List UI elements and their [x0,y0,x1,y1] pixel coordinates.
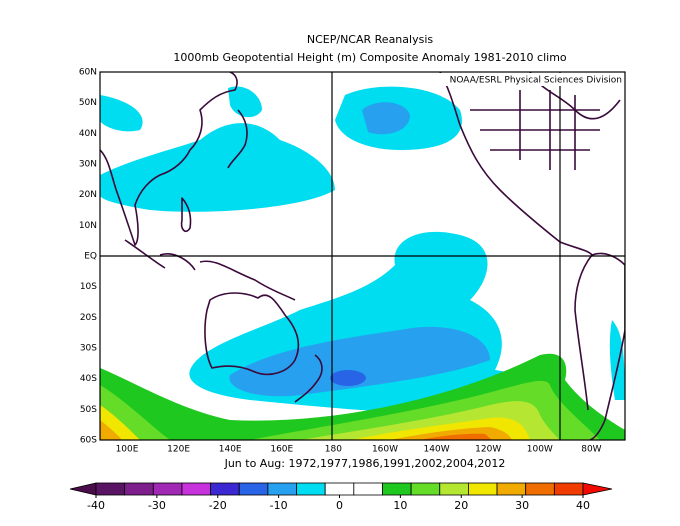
lat-label: 60S [80,436,97,446]
colorbar-segment [553,482,584,496]
colorbar-segment [267,482,297,496]
colorbar-tick-label: -40 [87,499,105,512]
colorbar-segment [525,482,555,496]
lon-labels: 100E 120E 140E 160E 180 160W 140W 120W 100W 80W [116,445,602,455]
lat-label: 10N [79,221,97,231]
colorbar-segment [353,482,383,496]
colorbar-segment [124,482,154,496]
lat-label: 40N [79,129,97,139]
colorbar-tick-label: 20 [454,499,468,512]
colorbar-segment [238,482,269,496]
lon-label: 160W [372,445,398,455]
colorbar-arrow [69,482,97,496]
lon-label: 180 [325,445,342,455]
colorbar-tick-label: 40 [576,499,590,512]
lat-label: 30S [80,344,97,354]
colorbar-tick-label: -30 [148,499,166,512]
lon-label: 140E [219,445,242,455]
colorbar-segment [152,482,183,496]
colorbar: -40 -30 -20 -10 0 10 20 30 40 [69,482,613,512]
lat-label: 50N [79,98,97,108]
lon-label: 100E [116,445,139,455]
lat-labels: 60N 50N 40N 30N 20N 10N EQ 10S 20S 30S 40S 50S 60S [79,68,97,446]
colorbar-segment [296,482,326,496]
colorbar-segment [468,482,498,496]
colorbar-segment [439,482,469,496]
period: Jun to Aug: 1972,1977,1986,1991,2002,200… [224,457,506,470]
colorbar-segment [95,482,126,496]
lon-label: 80W [581,445,601,455]
lat-label: 50S [80,405,97,415]
colorbar-segment [410,482,441,496]
lon-label: 160E [270,445,293,455]
colorbar-tick-label: -20 [209,499,227,512]
lon-label: 100W [527,445,553,455]
colorbar-tick-label: -10 [270,499,288,512]
colorbar-segment [496,482,527,496]
lat-label: 20N [79,190,97,200]
colorbar-arrow [582,482,613,496]
colorbar-tick-label: 30 [515,499,529,512]
colorbar-segment [181,482,211,496]
colorbar-tick-label: 0 [336,499,343,512]
title: NCEP/NCAR Reanalysis [307,33,433,46]
lon-label: 120E [167,445,190,455]
lat-label: 10S [80,282,97,292]
colorbar-segment [324,482,355,496]
subtitle: 1000mb Geopotential Height (m) Composite… [173,51,567,64]
lat-label: EQ [84,252,97,262]
lon-label: 140W [424,445,450,455]
lat-label: 60N [79,68,97,78]
attribution: NOAA/ESRL Physical Sciences Division [450,76,622,86]
lat-label: 20S [80,313,97,323]
lat-label: 30N [79,160,97,170]
lon-label: 120W [475,445,501,455]
colorbar-tick-label: 10 [393,499,407,512]
colorbar-segment [210,482,240,496]
colorbar-segment [382,482,412,496]
map: NOAA/ESRL Physical Sciences Division [99,71,626,441]
lat-label: 40S [80,374,97,384]
